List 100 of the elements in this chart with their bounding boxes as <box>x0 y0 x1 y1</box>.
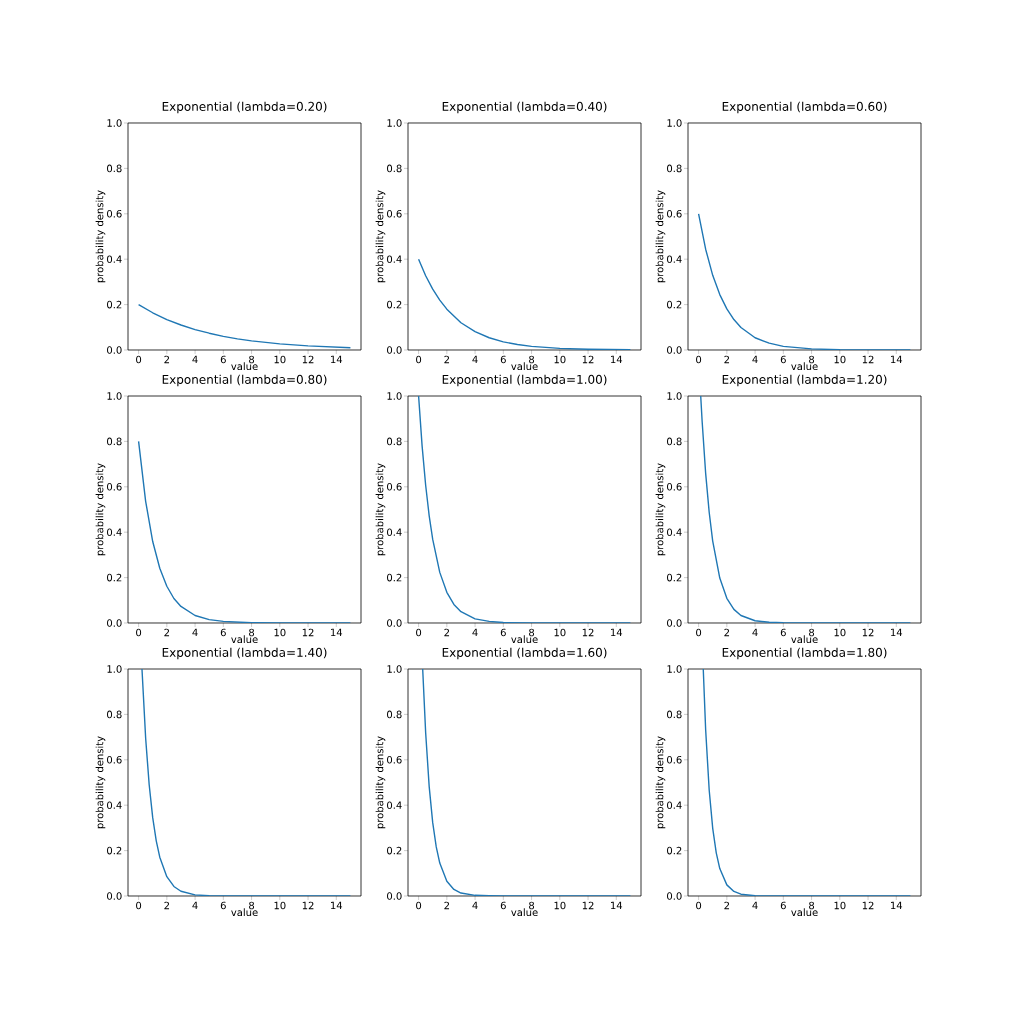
y-tick-label: 0.8 <box>667 710 682 719</box>
x-tick-label: 12 <box>862 901 874 910</box>
x-tick-label: 2 <box>444 628 450 637</box>
x-axis-title: value <box>791 908 818 917</box>
x-tick-label: 2 <box>724 901 730 910</box>
y-tick-label: 0.6 <box>107 756 122 764</box>
x-tick-label: 4 <box>192 355 198 364</box>
y-tick-label: 0.6 <box>387 210 402 218</box>
x-tick-label: 8 <box>249 628 255 637</box>
x-tick-label: 14 <box>331 901 343 910</box>
y-tick-label: 0.0 <box>667 619 682 627</box>
x-tick-label: 4 <box>192 901 198 910</box>
x-tick-label: 2 <box>444 901 450 910</box>
line-series <box>421 669 632 896</box>
x-tick-label: 0 <box>136 355 142 364</box>
x-tick-label: 4 <box>472 901 478 910</box>
x-tick-label: 10 <box>274 355 286 364</box>
chart-title: Exponential (lambda=0.40) <box>442 101 607 114</box>
y-tick-label: 0.0 <box>667 892 682 900</box>
x-axis-title: value <box>231 635 258 644</box>
y-tick-label: 0.0 <box>387 346 402 354</box>
y-tick-label: 0.4 <box>107 528 122 536</box>
x-tick-label: 14 <box>891 355 903 364</box>
y-tick-label: 0.6 <box>667 756 682 764</box>
line-series <box>137 303 352 349</box>
y-tick-label: 0.4 <box>387 801 402 809</box>
x-tick-label: 14 <box>611 628 623 637</box>
x-tick-label: 6 <box>220 355 226 364</box>
y-tick-label: 0.6 <box>387 756 402 764</box>
x-tick-label: 2 <box>164 355 170 364</box>
y-tick-label: 0.8 <box>107 437 122 446</box>
x-axis-title: value <box>791 635 818 644</box>
line-series <box>417 396 632 623</box>
chart-title: Exponential (lambda=0.60) <box>722 101 887 114</box>
x-tick-label: 0 <box>416 628 422 637</box>
y-axis-title: probability density <box>95 736 106 829</box>
y-tick-label: 0.8 <box>667 164 682 173</box>
x-tick-label: 14 <box>331 355 343 364</box>
x-tick-label: 14 <box>611 355 623 364</box>
x-tick-label: 12 <box>302 355 314 364</box>
y-axis-title: probability density <box>375 736 386 829</box>
x-tick-label: 10 <box>834 628 846 637</box>
x-axis-title: value <box>231 908 258 917</box>
x-tick-label: 8 <box>809 628 815 637</box>
x-tick-label: 12 <box>302 628 314 637</box>
y-tick-label: 0.6 <box>667 210 682 218</box>
x-tick-label: 14 <box>891 901 903 910</box>
line-series <box>137 440 352 623</box>
y-tick-label: 1.0 <box>387 665 402 673</box>
x-tick-label: 8 <box>529 628 535 637</box>
line-series <box>417 258 632 350</box>
y-tick-label: 1.0 <box>107 665 122 673</box>
y-tick-label: 0.2 <box>107 846 122 855</box>
y-tick-label: 0.8 <box>387 437 402 446</box>
x-tick-label: 2 <box>164 901 170 910</box>
x-axis-title: value <box>511 362 538 371</box>
y-tick-label: 0.0 <box>107 619 122 627</box>
x-tick-label: 10 <box>834 901 846 910</box>
x-tick-label: 6 <box>500 901 506 910</box>
x-tick-label: 6 <box>220 628 226 637</box>
x-tick-label: 6 <box>780 901 786 910</box>
y-tick-label: 0.8 <box>107 164 122 173</box>
x-axis-title: value <box>511 908 538 917</box>
y-tick-label: 0.6 <box>387 483 402 491</box>
x-tick-label: 4 <box>752 355 758 364</box>
x-tick-label: 14 <box>331 628 343 637</box>
y-tick-label: 1.0 <box>107 119 122 127</box>
x-tick-label: 12 <box>862 355 874 364</box>
x-tick-label: 8 <box>809 901 815 910</box>
x-tick-label: 10 <box>554 628 566 637</box>
y-tick-label: 1.0 <box>387 119 402 127</box>
x-tick-label: 0 <box>416 355 422 364</box>
y-tick-label: 0.4 <box>107 801 122 809</box>
x-tick-label: 8 <box>249 901 255 910</box>
x-tick-label: 14 <box>611 901 623 910</box>
x-tick-label: 2 <box>444 355 450 364</box>
y-tick-label: 1.0 <box>667 392 682 400</box>
x-tick-label: 2 <box>164 628 170 637</box>
x-tick-label: 12 <box>862 628 874 637</box>
y-tick-label: 0.2 <box>387 300 402 309</box>
x-tick-label: 6 <box>500 628 506 637</box>
x-tick-label: 4 <box>192 628 198 637</box>
x-tick-label: 0 <box>696 901 702 910</box>
y-tick-label: 0.2 <box>667 300 682 309</box>
x-tick-label: 6 <box>780 628 786 637</box>
chart-title: Exponential (lambda=0.80) <box>162 374 327 387</box>
y-tick-label: 0.6 <box>667 483 682 491</box>
x-tick-label: 10 <box>554 355 566 364</box>
x-axis-title: value <box>511 635 538 644</box>
x-tick-label: 0 <box>696 628 702 637</box>
chart-title: Exponential (lambda=1.20) <box>722 374 887 387</box>
x-tick-label: 8 <box>249 355 255 364</box>
y-tick-label: 0.2 <box>667 573 682 582</box>
line-series <box>697 213 912 350</box>
line-series <box>702 669 912 896</box>
line-series <box>141 669 352 896</box>
x-tick-label: 0 <box>416 901 422 910</box>
x-tick-label: 8 <box>529 901 535 910</box>
x-tick-label: 0 <box>136 628 142 637</box>
y-tick-label: 0.2 <box>387 846 402 855</box>
